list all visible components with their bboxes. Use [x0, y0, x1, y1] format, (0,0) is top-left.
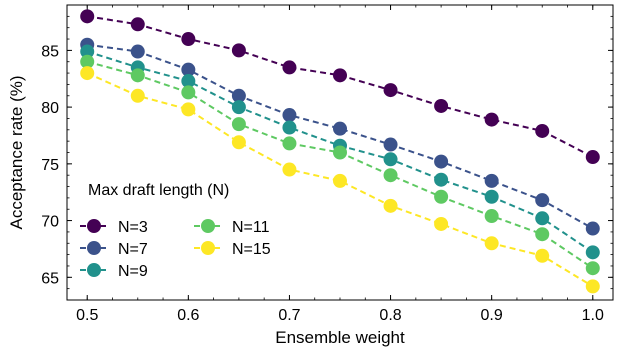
legend-label: N=7 [118, 241, 148, 258]
data-point [535, 227, 550, 242]
data-point [130, 44, 145, 59]
data-point [585, 279, 600, 294]
legend-swatch-marker [201, 219, 215, 233]
x-axis: 0.5 0.6 0.7 0.8 0.9 1.0 [76, 5, 604, 324]
data-point [231, 117, 246, 132]
data-point [484, 236, 499, 251]
legend: Max draft length (N) N=3 N=7 N=9 N=11 N=15 [80, 182, 271, 280]
y-axis-label: Acceptance rate (%) [7, 75, 26, 229]
legend-item: N=3 [80, 219, 148, 236]
data-point [434, 189, 449, 204]
data-point [585, 150, 600, 165]
data-point [484, 189, 499, 204]
series-n-15 [80, 66, 600, 294]
y-tick-label: 65 [41, 270, 59, 287]
data-point [484, 209, 499, 224]
series-line [87, 15, 594, 158]
data-point [383, 168, 398, 183]
data-point [535, 123, 550, 138]
legend-swatch-marker [87, 219, 101, 233]
legend-item: N=9 [80, 263, 148, 280]
data-point [333, 68, 347, 83]
x-tick-label: 0.7 [278, 307, 300, 324]
data-point [80, 66, 95, 81]
data-point [434, 154, 449, 169]
data-point [585, 261, 600, 276]
data-point [434, 98, 449, 113]
series-line [86, 60, 594, 270]
data-point [231, 88, 246, 103]
y-tick-label: 80 [41, 100, 59, 117]
x-axis-label: Ensemble weight [275, 328, 405, 347]
data-point [130, 68, 145, 83]
data-point [231, 100, 246, 115]
data-point [282, 60, 297, 75]
x-tick-label: 0.8 [379, 307, 401, 324]
y-tick-label: 75 [41, 157, 59, 174]
y-axis: 65 70 75 80 85 [41, 15, 613, 290]
data-point [535, 248, 550, 263]
y-tick-label: 70 [41, 214, 59, 231]
data-point [130, 88, 145, 103]
data-point [181, 102, 196, 117]
data-point [434, 172, 449, 187]
data-point [80, 9, 95, 24]
data-point [585, 221, 600, 236]
series-n-11 [80, 54, 600, 276]
legend-item: N=11 [194, 219, 270, 236]
data-point [181, 62, 196, 77]
x-tick-label: 0.9 [481, 307, 503, 324]
data-point [333, 173, 347, 188]
y-tick-label: 85 [41, 43, 59, 60]
data-point [282, 108, 297, 123]
data-point [383, 198, 398, 213]
data-point [181, 32, 196, 47]
data-point [383, 83, 398, 98]
legend-label: N=11 [232, 219, 270, 236]
data-point [333, 145, 347, 160]
series-n-3 [80, 9, 600, 165]
legend-label: N=3 [118, 219, 148, 236]
series-layer [80, 9, 600, 294]
data-point [130, 17, 145, 32]
data-point [535, 211, 550, 226]
data-point [333, 121, 347, 136]
series-line [86, 72, 594, 288]
legend-title: Max draft length (N) [88, 182, 229, 199]
data-point [231, 43, 246, 58]
legend-item: N=15 [194, 241, 271, 258]
x-tick-label: 1.0 [582, 307, 604, 324]
data-point [181, 74, 196, 89]
data-point [484, 112, 499, 127]
data-point [282, 120, 297, 135]
x-tick-label: 0.5 [76, 307, 98, 324]
data-point [535, 193, 550, 208]
legend-swatch-marker [87, 241, 101, 255]
data-point [80, 44, 95, 59]
legend-item: N=7 [80, 241, 148, 258]
legend-swatch-marker [87, 263, 101, 277]
data-point [181, 85, 196, 100]
data-point [383, 152, 398, 167]
data-point [231, 135, 246, 150]
legend-label: N=9 [118, 263, 148, 280]
data-point [585, 245, 600, 260]
series-n-7 [80, 37, 600, 236]
data-point [282, 162, 297, 177]
data-point [383, 137, 398, 152]
data-point [434, 216, 449, 231]
data-point [80, 54, 95, 69]
legend-label: N=15 [232, 241, 271, 258]
x-tick-label: 0.6 [177, 307, 199, 324]
data-point [484, 173, 499, 188]
data-point [282, 136, 297, 151]
legend-swatch-marker [201, 241, 215, 255]
